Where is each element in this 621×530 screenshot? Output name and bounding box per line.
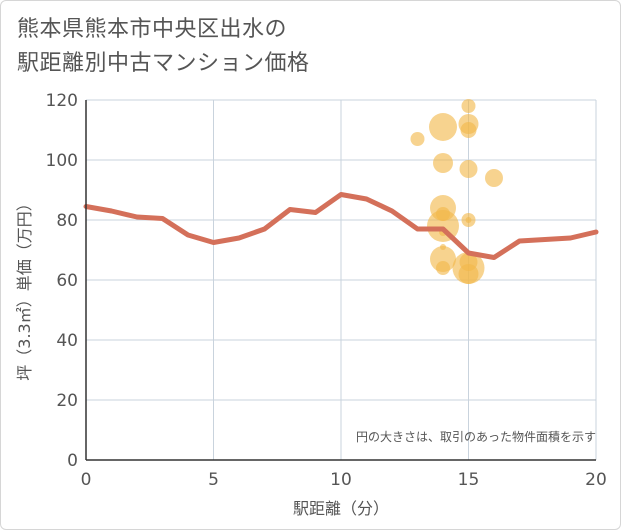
y-axis-label: 坪（3.3㎡）単価（万円） <box>15 195 34 380</box>
y-tick-label: 100 <box>46 151 78 171</box>
size-note: 円の大きさは、取引のあった物件面積を示す <box>356 429 596 444</box>
bubble-point <box>433 153 453 173</box>
bubble-point <box>461 99 476 113</box>
x-axis-label: 駅距離（分） <box>293 499 389 518</box>
axes <box>85 100 596 461</box>
line-series <box>83 192 599 260</box>
chart-title-line-2: 駅距離別中古マンション価格 <box>17 51 310 76</box>
y-tick-label: 20 <box>56 391 78 411</box>
y-tick-label: 120 <box>46 91 78 111</box>
y-tick-label: 0 <box>67 451 78 471</box>
x-tick-label: 5 <box>208 470 219 490</box>
bubble-point <box>436 261 450 275</box>
bubble-point <box>429 113 457 141</box>
tick-labels: 0 20 40 60 80 100 120 0 5 10 15 20 <box>46 91 607 490</box>
bubble-series <box>410 99 503 284</box>
bubble-point <box>458 264 479 284</box>
y-tick-label: 40 <box>56 331 78 351</box>
bubble-point <box>459 160 478 178</box>
y-tick-label: 60 <box>56 271 78 291</box>
chart-title-line-1: 熊本県熊本市中央区出水の <box>17 17 288 42</box>
x-tick-label: 15 <box>458 470 480 490</box>
grid-lines <box>86 99 597 460</box>
bubble-point <box>485 169 503 187</box>
bubble-point <box>465 217 472 223</box>
average-price-line <box>83 192 599 260</box>
x-tick-label: 20 <box>585 470 607 490</box>
y-tick-label: 80 <box>56 211 78 231</box>
x-tick-label: 10 <box>330 470 352 490</box>
x-tick-label: 0 <box>81 470 92 490</box>
bubble-point <box>410 132 425 146</box>
chart-title: 熊本県熊本市中央区出水の 駅距離別中古マンション価格 <box>17 13 310 81</box>
bubble-point <box>460 122 477 138</box>
